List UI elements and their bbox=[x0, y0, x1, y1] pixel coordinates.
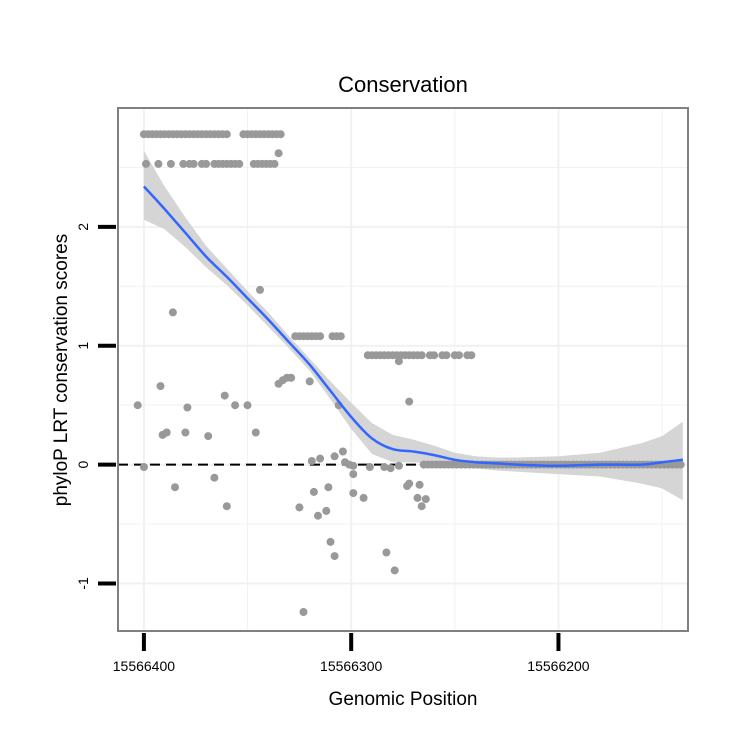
data-point bbox=[394, 461, 403, 470]
x-tick-label: 15566300 bbox=[320, 658, 383, 674]
x-tick-label: 15566200 bbox=[527, 658, 590, 674]
data-point bbox=[394, 357, 403, 366]
data-point bbox=[166, 159, 175, 168]
data-point bbox=[295, 503, 304, 512]
chart-title: Conservation bbox=[338, 72, 468, 97]
x-tick-label: 15566400 bbox=[113, 658, 176, 674]
data-point bbox=[417, 351, 426, 360]
data-point bbox=[386, 464, 395, 473]
data-point bbox=[243, 401, 252, 410]
data-point bbox=[183, 403, 192, 412]
data-point bbox=[299, 608, 308, 616]
data-point bbox=[365, 463, 374, 471]
data-point bbox=[455, 351, 463, 360]
data-point bbox=[305, 377, 314, 386]
data-point bbox=[324, 483, 333, 492]
y-axis-label: phyloP LRT conservation scores bbox=[51, 234, 72, 507]
data-point bbox=[181, 428, 190, 437]
data-point bbox=[171, 483, 179, 492]
data-point bbox=[390, 566, 399, 575]
data-point bbox=[276, 130, 285, 139]
data-point bbox=[338, 447, 347, 456]
data-point bbox=[133, 401, 142, 410]
data-point bbox=[405, 397, 414, 406]
data-point bbox=[442, 351, 451, 360]
y-tick-label: -1 bbox=[75, 577, 91, 590]
data-point bbox=[326, 537, 335, 546]
data-point bbox=[349, 489, 358, 498]
data-point bbox=[154, 159, 163, 168]
data-point bbox=[413, 493, 422, 502]
panel-border bbox=[117, 107, 689, 632]
data-point bbox=[256, 285, 264, 294]
smooth-fit-line bbox=[142, 185, 683, 468]
data-point bbox=[430, 351, 439, 360]
data-point bbox=[270, 159, 279, 168]
data-point bbox=[179, 159, 188, 168]
data-point bbox=[382, 548, 391, 557]
data-point bbox=[162, 428, 171, 437]
scatter-points bbox=[133, 130, 685, 616]
data-point bbox=[380, 463, 389, 471]
data-point bbox=[307, 457, 316, 465]
data-point bbox=[322, 506, 331, 515]
data-point bbox=[415, 480, 424, 489]
data-point bbox=[235, 159, 244, 168]
data-point bbox=[231, 401, 240, 410]
x-axis-label: Genomic Position bbox=[329, 689, 478, 710]
data-point bbox=[349, 470, 358, 479]
data-point bbox=[676, 460, 685, 469]
data-point bbox=[349, 461, 358, 470]
data-point bbox=[204, 432, 213, 441]
data-point bbox=[314, 511, 322, 520]
data-point bbox=[309, 487, 318, 496]
data-point bbox=[222, 502, 231, 511]
data-point bbox=[210, 473, 219, 482]
data-point bbox=[139, 463, 148, 471]
data-point bbox=[168, 308, 177, 317]
data-point bbox=[316, 332, 325, 341]
smooth-fit-group bbox=[142, 185, 683, 468]
data-point bbox=[467, 351, 476, 360]
y-tick-label: 1 bbox=[75, 342, 91, 350]
data-point bbox=[421, 495, 430, 504]
y-tick-label: 0 bbox=[75, 460, 91, 468]
data-point bbox=[316, 454, 325, 463]
data-point bbox=[330, 452, 339, 461]
data-point bbox=[274, 149, 283, 158]
data-point bbox=[142, 159, 150, 168]
data-point bbox=[359, 493, 368, 502]
data-point bbox=[336, 332, 345, 341]
data-point bbox=[251, 428, 260, 437]
data-point bbox=[405, 479, 414, 488]
y-tick-label: 2 bbox=[75, 223, 91, 231]
data-point bbox=[417, 502, 426, 511]
axes: -1 0 1 2 15566400 15566300 15566200 bbox=[75, 223, 590, 674]
data-point bbox=[287, 373, 296, 382]
data-point bbox=[220, 391, 229, 400]
data-point bbox=[202, 159, 211, 168]
data-point bbox=[330, 552, 339, 561]
data-point bbox=[189, 159, 198, 168]
data-point bbox=[222, 130, 231, 139]
data-point bbox=[156, 382, 165, 391]
grid-lines bbox=[118, 108, 688, 631]
